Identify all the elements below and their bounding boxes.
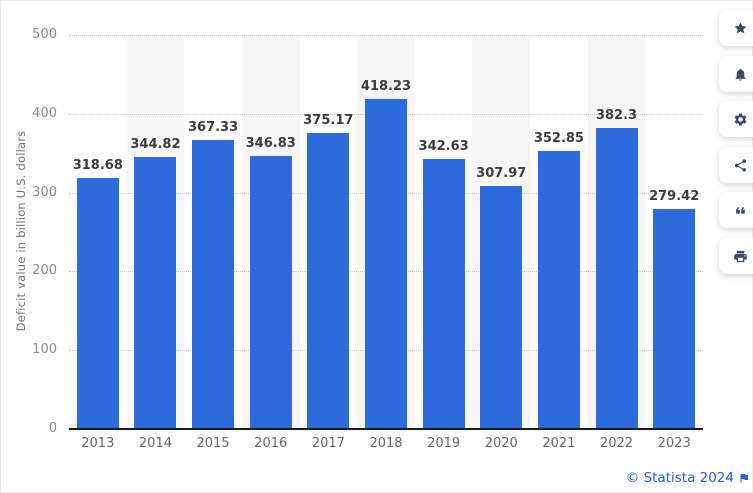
notifications-button[interactable] bbox=[719, 56, 753, 92]
bar-value-label: 318.68 bbox=[72, 157, 123, 173]
y-tick-label: 500 bbox=[32, 27, 57, 42]
bar[interactable] bbox=[365, 99, 407, 429]
favorite-button[interactable] bbox=[719, 10, 753, 46]
y-tick-label: 200 bbox=[32, 263, 57, 279]
bar-value-label: 307.97 bbox=[476, 166, 527, 182]
bar[interactable] bbox=[76, 177, 119, 429]
bar[interactable] bbox=[653, 208, 696, 429]
cite-button[interactable] bbox=[719, 192, 753, 228]
y-tick-label: 0 bbox=[48, 421, 57, 436]
bar-value-label: 346.83 bbox=[245, 135, 296, 151]
bar-value-label: 342.63 bbox=[418, 139, 469, 154]
statista-attribution-link[interactable]: © Statista 2024 bbox=[626, 470, 750, 486]
y-tick-label: 100 bbox=[32, 342, 57, 358]
bar-value-label: 352.85 bbox=[533, 130, 584, 146]
print-button[interactable] bbox=[719, 238, 753, 274]
share-icon bbox=[734, 158, 746, 172]
x-axis-line bbox=[69, 428, 703, 430]
gridline bbox=[69, 35, 703, 36]
x-axis-category-label: 2020 bbox=[484, 436, 518, 451]
bar-value-label: 279.42 bbox=[649, 188, 700, 204]
x-axis-category-label: 2016 bbox=[254, 436, 288, 451]
bar[interactable] bbox=[134, 157, 177, 429]
bar[interactable] bbox=[249, 155, 292, 429]
bar-value-label: 344.82 bbox=[130, 137, 181, 153]
quote-icon bbox=[735, 206, 745, 214]
bar-value-label: 375.17 bbox=[303, 113, 354, 129]
y-tick-label: 300 bbox=[32, 184, 57, 200]
x-axis-category-label: 2023 bbox=[657, 436, 691, 451]
x-axis-category-label: 2013 bbox=[81, 436, 115, 451]
bar[interactable] bbox=[537, 150, 580, 429]
y-tick-label: 400 bbox=[32, 105, 57, 121]
x-axis-category-label: 2019 bbox=[427, 436, 461, 451]
bar-value-label: 418.23 bbox=[360, 79, 412, 95]
settings-button[interactable] bbox=[719, 101, 753, 137]
bar[interactable] bbox=[192, 139, 235, 429]
x-axis-category-label: 2021 bbox=[542, 436, 576, 451]
x-axis-category-label: 2015 bbox=[196, 436, 230, 451]
gear-icon bbox=[734, 113, 746, 125]
bell-icon bbox=[735, 68, 745, 81]
flag-icon bbox=[740, 474, 748, 483]
bar[interactable] bbox=[422, 159, 465, 429]
star-icon bbox=[733, 21, 747, 34]
share-button[interactable] bbox=[719, 147, 753, 183]
attribution-text: © Statista 2024 bbox=[625, 470, 734, 486]
bar-value-label: 382.3 bbox=[595, 107, 638, 123]
bar[interactable] bbox=[595, 127, 638, 429]
x-axis-category-label: 2022 bbox=[599, 436, 634, 451]
printer-icon bbox=[733, 250, 747, 262]
x-axis-category-label: 2014 bbox=[138, 436, 172, 451]
y-axis-title: Deficit value in billion U.S. dollars bbox=[14, 130, 28, 332]
bar[interactable] bbox=[307, 133, 350, 429]
bar[interactable] bbox=[480, 186, 523, 429]
x-axis-category-label: 2018 bbox=[369, 436, 403, 451]
x-axis-category-label: 2017 bbox=[311, 436, 345, 451]
bar-value-label: 367.33 bbox=[187, 119, 239, 135]
